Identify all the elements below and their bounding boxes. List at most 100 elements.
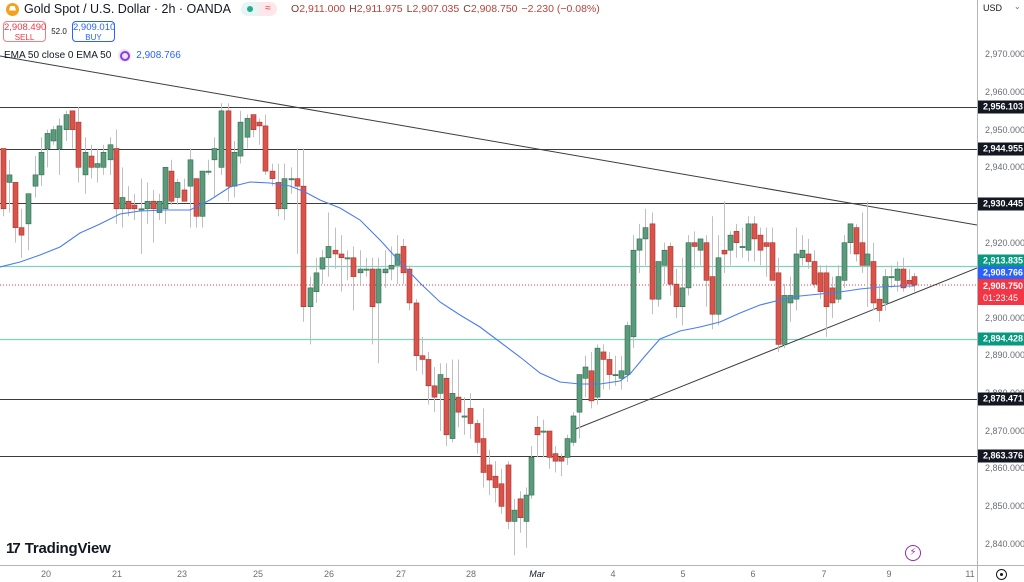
candle-body bbox=[319, 257, 326, 270]
candle-body bbox=[294, 178, 301, 187]
candle-body bbox=[486, 464, 493, 481]
candle-body bbox=[400, 246, 407, 274]
candle-body bbox=[231, 151, 238, 187]
candle-body bbox=[12, 182, 19, 228]
candle-body bbox=[841, 242, 848, 281]
candle-body bbox=[829, 287, 836, 304]
candle-body bbox=[906, 280, 913, 285]
price-level-label: 2,930.445 bbox=[978, 197, 1024, 211]
sell-button[interactable]: 2,908.490 SELL bbox=[3, 21, 47, 42]
candle-body bbox=[769, 242, 776, 281]
candle-body bbox=[467, 408, 474, 424]
candle-body bbox=[739, 246, 746, 248]
time-tick: 21 bbox=[111, 569, 123, 579]
candle-body bbox=[853, 227, 860, 255]
time-axis[interactable]: 20 21 23 25 26 27 28 Mar 4 5 6 7 9 11 bbox=[0, 565, 977, 582]
candle-body bbox=[517, 498, 524, 518]
candle-body bbox=[425, 359, 432, 387]
candle-body bbox=[237, 121, 244, 157]
candle-body bbox=[56, 125, 63, 149]
candle-body bbox=[894, 268, 901, 281]
price-tick: 2,900.000 bbox=[985, 313, 1024, 323]
indicator-legend[interactable]: EMA 50 close 0 EMA 50 2,908.766 bbox=[4, 49, 181, 62]
price-tick: 2,940.000 bbox=[985, 162, 1024, 172]
candle-body bbox=[673, 283, 680, 308]
currency-selector[interactable]: USD bbox=[983, 3, 1003, 13]
candle-body bbox=[325, 246, 332, 259]
time-tick: 23 bbox=[176, 569, 188, 579]
candle-body bbox=[661, 249, 668, 266]
settings-button[interactable] bbox=[977, 565, 1024, 582]
candle-body bbox=[642, 227, 649, 240]
market-open-icon bbox=[241, 2, 260, 16]
candle-body bbox=[763, 242, 770, 247]
candle-body bbox=[75, 121, 82, 168]
candle-body bbox=[709, 276, 716, 315]
candle-body bbox=[793, 253, 800, 300]
spread-value: 52.0 bbox=[51, 27, 67, 36]
candle-body bbox=[781, 295, 788, 345]
candle-body bbox=[144, 200, 151, 210]
candle-body bbox=[174, 182, 181, 198]
candle-body bbox=[534, 426, 541, 436]
candle-body bbox=[281, 178, 288, 210]
price-tick: 2,850.000 bbox=[985, 501, 1024, 511]
candle-body bbox=[847, 223, 854, 243]
candle-body bbox=[636, 238, 643, 251]
candle-body bbox=[350, 257, 357, 277]
candle-body bbox=[269, 170, 276, 179]
candle-body bbox=[505, 464, 512, 522]
tradingview-logo[interactable]: 17 TradingView bbox=[6, 540, 111, 557]
candle-body bbox=[44, 133, 51, 149]
candle-body bbox=[492, 475, 499, 488]
time-tick: 5 bbox=[680, 569, 686, 579]
bar-countdown: 01:23:45 bbox=[983, 293, 1019, 303]
flash-icon[interactable]: ⚡ bbox=[905, 545, 921, 561]
time-tick: 4 bbox=[610, 569, 616, 579]
time-tick: 9 bbox=[886, 569, 892, 579]
candle-body bbox=[900, 268, 907, 289]
market-status[interactable]: ≈ bbox=[241, 2, 278, 16]
time-tick: 25 bbox=[252, 569, 264, 579]
candle-body bbox=[751, 223, 758, 240]
candle-body bbox=[546, 430, 553, 458]
candle-body bbox=[870, 261, 877, 304]
chevron-down-icon[interactable]: ⌄ bbox=[1014, 2, 1021, 11]
price-tick: 2,970.000 bbox=[985, 49, 1024, 59]
candle-body bbox=[113, 148, 120, 210]
candle-body bbox=[125, 200, 132, 210]
candle-body bbox=[431, 385, 438, 398]
data-delay-icon: ≈ bbox=[259, 2, 278, 16]
candle-body bbox=[6, 174, 13, 183]
tradingview-mark-icon: 17 bbox=[6, 540, 21, 557]
candle-body bbox=[211, 148, 218, 161]
candle-body bbox=[288, 178, 295, 181]
price-chart[interactable] bbox=[0, 0, 977, 565]
price-level-label: 2,878.471 bbox=[978, 392, 1024, 406]
candle-body bbox=[0, 148, 7, 210]
ema50-line bbox=[0, 181, 915, 385]
buy-button[interactable]: 2,909.010 BUY bbox=[72, 21, 116, 42]
candle-body bbox=[882, 276, 889, 304]
candle-body bbox=[624, 325, 631, 375]
time-tick: 26 bbox=[323, 569, 335, 579]
candle-body bbox=[82, 151, 89, 176]
candle-body bbox=[437, 374, 444, 394]
candle-body bbox=[100, 151, 107, 168]
candlesticks bbox=[0, 103, 918, 556]
trade-panel: 2,908.490 SELL 52.0 2,909.010 BUY bbox=[3, 21, 115, 42]
time-tick: 6 bbox=[750, 569, 756, 579]
price-level-label: 2,863.376 bbox=[978, 449, 1024, 463]
price-tick: 2,890.000 bbox=[985, 350, 1024, 360]
price-tick: 2,840.000 bbox=[985, 539, 1024, 549]
candle-body bbox=[685, 242, 692, 289]
time-tick: 20 bbox=[40, 569, 52, 579]
candle-body bbox=[344, 257, 351, 260]
candle-body bbox=[449, 393, 456, 439]
symbol-title[interactable]: Gold Spot / U.S. Dollar · 2h · OANDA bbox=[24, 2, 232, 16]
candle-body bbox=[474, 423, 481, 443]
candle-body bbox=[443, 377, 450, 436]
candle-body bbox=[419, 355, 426, 360]
trendline bbox=[0, 55, 977, 226]
trendlines bbox=[0, 55, 977, 431]
